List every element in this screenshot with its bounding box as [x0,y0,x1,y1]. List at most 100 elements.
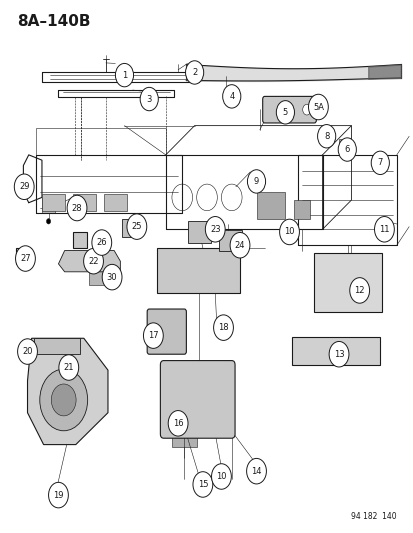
Text: 13: 13 [333,350,344,359]
Circle shape [21,348,28,356]
Text: 4: 4 [228,92,234,101]
Text: 11: 11 [378,225,389,234]
Circle shape [328,342,348,367]
Circle shape [51,384,76,416]
Circle shape [46,219,50,224]
Text: 27: 27 [20,254,31,263]
Circle shape [247,169,265,193]
Text: 19: 19 [53,490,64,499]
Bar [171,437,196,447]
Text: 25: 25 [131,222,142,231]
Circle shape [168,410,188,436]
Text: 30: 30 [107,273,117,281]
Bar [318,259,377,306]
Bar [42,198,55,213]
Bar [256,192,285,219]
Text: 3: 3 [146,94,152,103]
Text: 12: 12 [354,286,364,295]
Text: 26: 26 [96,238,107,247]
Circle shape [83,248,103,274]
Text: 28: 28 [71,204,82,213]
Circle shape [374,216,393,242]
Circle shape [115,63,133,87]
Text: 2: 2 [192,68,197,77]
Circle shape [337,138,356,161]
Text: 1: 1 [121,70,127,79]
Bar [157,248,240,293]
Bar [350,342,356,361]
Circle shape [14,174,34,199]
Bar [104,193,126,211]
Circle shape [16,246,35,271]
Bar [296,342,302,361]
Text: 20: 20 [22,347,33,356]
Text: 21: 21 [63,363,74,372]
Bar [73,232,87,248]
Circle shape [308,94,328,120]
Circle shape [370,151,389,174]
Text: 14: 14 [251,467,261,475]
Circle shape [185,61,203,84]
FancyBboxPatch shape [262,96,316,123]
Circle shape [59,355,78,380]
Text: 15: 15 [197,480,208,489]
Bar [291,337,380,365]
Text: 23: 23 [209,225,220,234]
Circle shape [67,195,87,221]
Circle shape [102,264,122,290]
Circle shape [48,482,68,508]
Bar [314,342,320,361]
Bar [375,158,384,168]
Polygon shape [27,338,108,445]
Text: 9: 9 [253,177,259,186]
Bar [332,342,338,361]
Text: 8: 8 [323,132,329,141]
Bar [122,219,139,237]
Circle shape [275,101,294,124]
Bar [42,193,64,211]
Circle shape [213,315,233,341]
Circle shape [222,85,240,108]
Bar [17,248,31,264]
Text: 17: 17 [148,331,158,340]
Text: 8A–140B: 8A–140B [17,14,90,29]
Circle shape [317,125,335,148]
Bar [293,200,309,219]
Text: 18: 18 [218,323,228,332]
Bar [338,139,347,155]
Bar [219,230,242,251]
Text: 5A: 5A [312,102,323,111]
Circle shape [140,87,158,111]
Bar [313,253,382,312]
Bar [211,253,237,288]
Circle shape [218,264,228,277]
Text: 10: 10 [284,228,294,237]
Text: 94 182  140: 94 182 140 [350,512,396,521]
Text: 10: 10 [216,472,226,481]
Text: 6: 6 [344,145,349,154]
Circle shape [143,323,163,349]
FancyBboxPatch shape [160,361,235,438]
Text: 22: 22 [88,257,99,265]
Circle shape [205,216,225,242]
Text: 24: 24 [234,241,244,250]
Text: 29: 29 [19,182,29,191]
Circle shape [230,232,249,258]
Circle shape [18,339,37,365]
Text: 7: 7 [377,158,382,167]
Text: 5: 5 [282,108,287,117]
Circle shape [302,104,310,115]
Circle shape [349,278,369,303]
Bar [215,253,240,266]
Circle shape [40,369,88,431]
Bar [73,193,95,211]
Circle shape [211,464,231,489]
Circle shape [192,472,212,497]
Bar [368,342,375,361]
Text: 16: 16 [172,419,183,428]
Polygon shape [58,251,120,272]
Circle shape [246,458,266,484]
FancyBboxPatch shape [147,309,186,354]
Circle shape [92,230,112,255]
Circle shape [279,219,299,245]
